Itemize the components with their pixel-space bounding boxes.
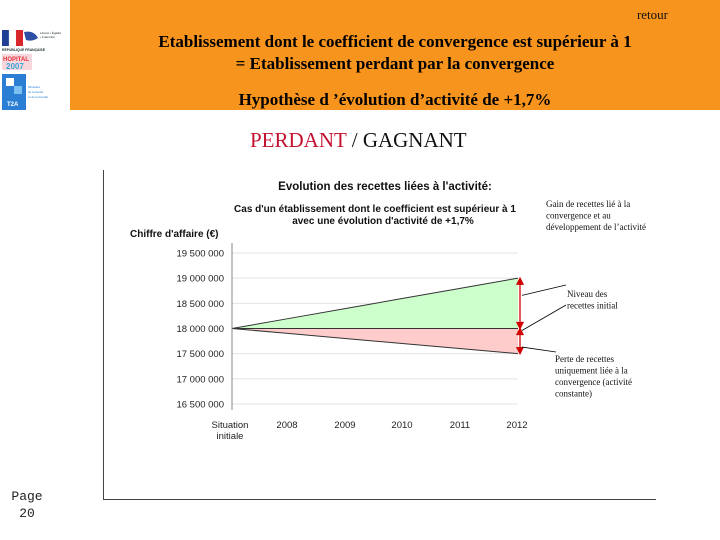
annotation-perte: Perte de recettes	[555, 354, 614, 364]
x-tick-label: 2008	[276, 420, 297, 431]
chart-title: Evolution des recettes liées à l'activit…	[278, 181, 492, 193]
annotation-gain: Gain de recettes lié à la	[546, 199, 630, 209]
svg-text:Liberté • Égalité: Liberté • Égalité	[40, 30, 61, 35]
svg-text:Ministère: Ministère	[28, 85, 41, 89]
page-title-line2: = Etablissement perdant par la convergen…	[235, 54, 555, 73]
x-tick-label: initiale	[217, 431, 244, 442]
page-value: 20	[19, 506, 35, 521]
page-label: Page	[11, 489, 43, 504]
annotation-gain: développement de l’activité	[546, 222, 646, 232]
x-tick-label: 2010	[391, 420, 412, 431]
x-tick-label: Situation	[212, 420, 249, 431]
annotation-perte: uniquement liée à la	[555, 366, 628, 376]
annotation-perte: constante)	[555, 389, 592, 399]
y-tick-label: 16 500 000	[176, 400, 224, 411]
annotation-initial: Niveau des	[567, 289, 608, 299]
republique-francaise-logo: Liberté • Égalité • Fraternité RÉPUBLIQU…	[0, 28, 62, 112]
separator-label: /	[346, 128, 363, 152]
series-line-gain	[231, 277, 519, 329]
x-tick-label: 2009	[334, 420, 355, 431]
hypothesis-text: Hypothèse d ’évolution d’activité de +1,…	[238, 90, 552, 109]
y-tick-label: 17 500 000	[176, 349, 224, 360]
svg-text:de la Santé: de la Santé	[28, 90, 44, 94]
loss-arrow	[515, 327, 525, 356]
y-tick-label: 18 000 000	[176, 324, 224, 335]
svg-text:2007: 2007	[6, 62, 24, 71]
svg-text:RÉPUBLIQUE FRANÇAISE: RÉPUBLIQUE FRANÇAISE	[2, 47, 46, 52]
page-title-line1: Etablissement dont le coefficient de con…	[158, 32, 632, 51]
y-axis-label: Chiffre d'affaire (€)	[130, 229, 219, 240]
loss-pointer	[521, 346, 557, 353]
retour-link[interactable]: retour	[636, 7, 668, 22]
svg-text:HOPITAL: HOPITAL	[3, 57, 29, 63]
page-number: Page 20	[6, 488, 48, 522]
y-tick-label: 17 000 000	[176, 374, 224, 385]
x-tick-label: 2011	[450, 420, 470, 431]
gain-pointer	[521, 284, 567, 296]
x-tick-label: 2012	[506, 420, 527, 431]
chart-subtitle-line1: Cas d'un établissement dont le coefficie…	[234, 204, 516, 215]
annotation-initial: recettes initial	[567, 301, 618, 311]
annotation-perte: convergence (activité	[555, 377, 632, 387]
y-tick-label: 18 500 000	[176, 299, 224, 310]
annotation-gain: convergence et au	[546, 211, 611, 221]
y-tick-label: 19 500 000	[176, 249, 224, 260]
perdant-label: PERDANT	[250, 128, 347, 152]
svg-text:et de la Famille: et de la Famille	[28, 95, 49, 99]
chart-frame	[103, 170, 656, 500]
gagnant-label: GAGNANT	[362, 128, 467, 152]
svg-text:T2A: T2A	[7, 102, 19, 108]
header-banner: retour Etablissement dont le coefficient…	[70, 0, 720, 110]
series-line-loss	[231, 328, 519, 355]
chart-subtitle-line2: avec une évolution d'activité de +1,7%	[292, 216, 474, 227]
gain-arrow	[515, 276, 525, 330]
svg-text:• Fraternité: • Fraternité	[40, 35, 55, 39]
section-title: PERDANT / GAGNANT	[250, 128, 467, 153]
y-tick-label: 19 000 000	[176, 274, 224, 285]
initial-pointer	[521, 304, 567, 331]
